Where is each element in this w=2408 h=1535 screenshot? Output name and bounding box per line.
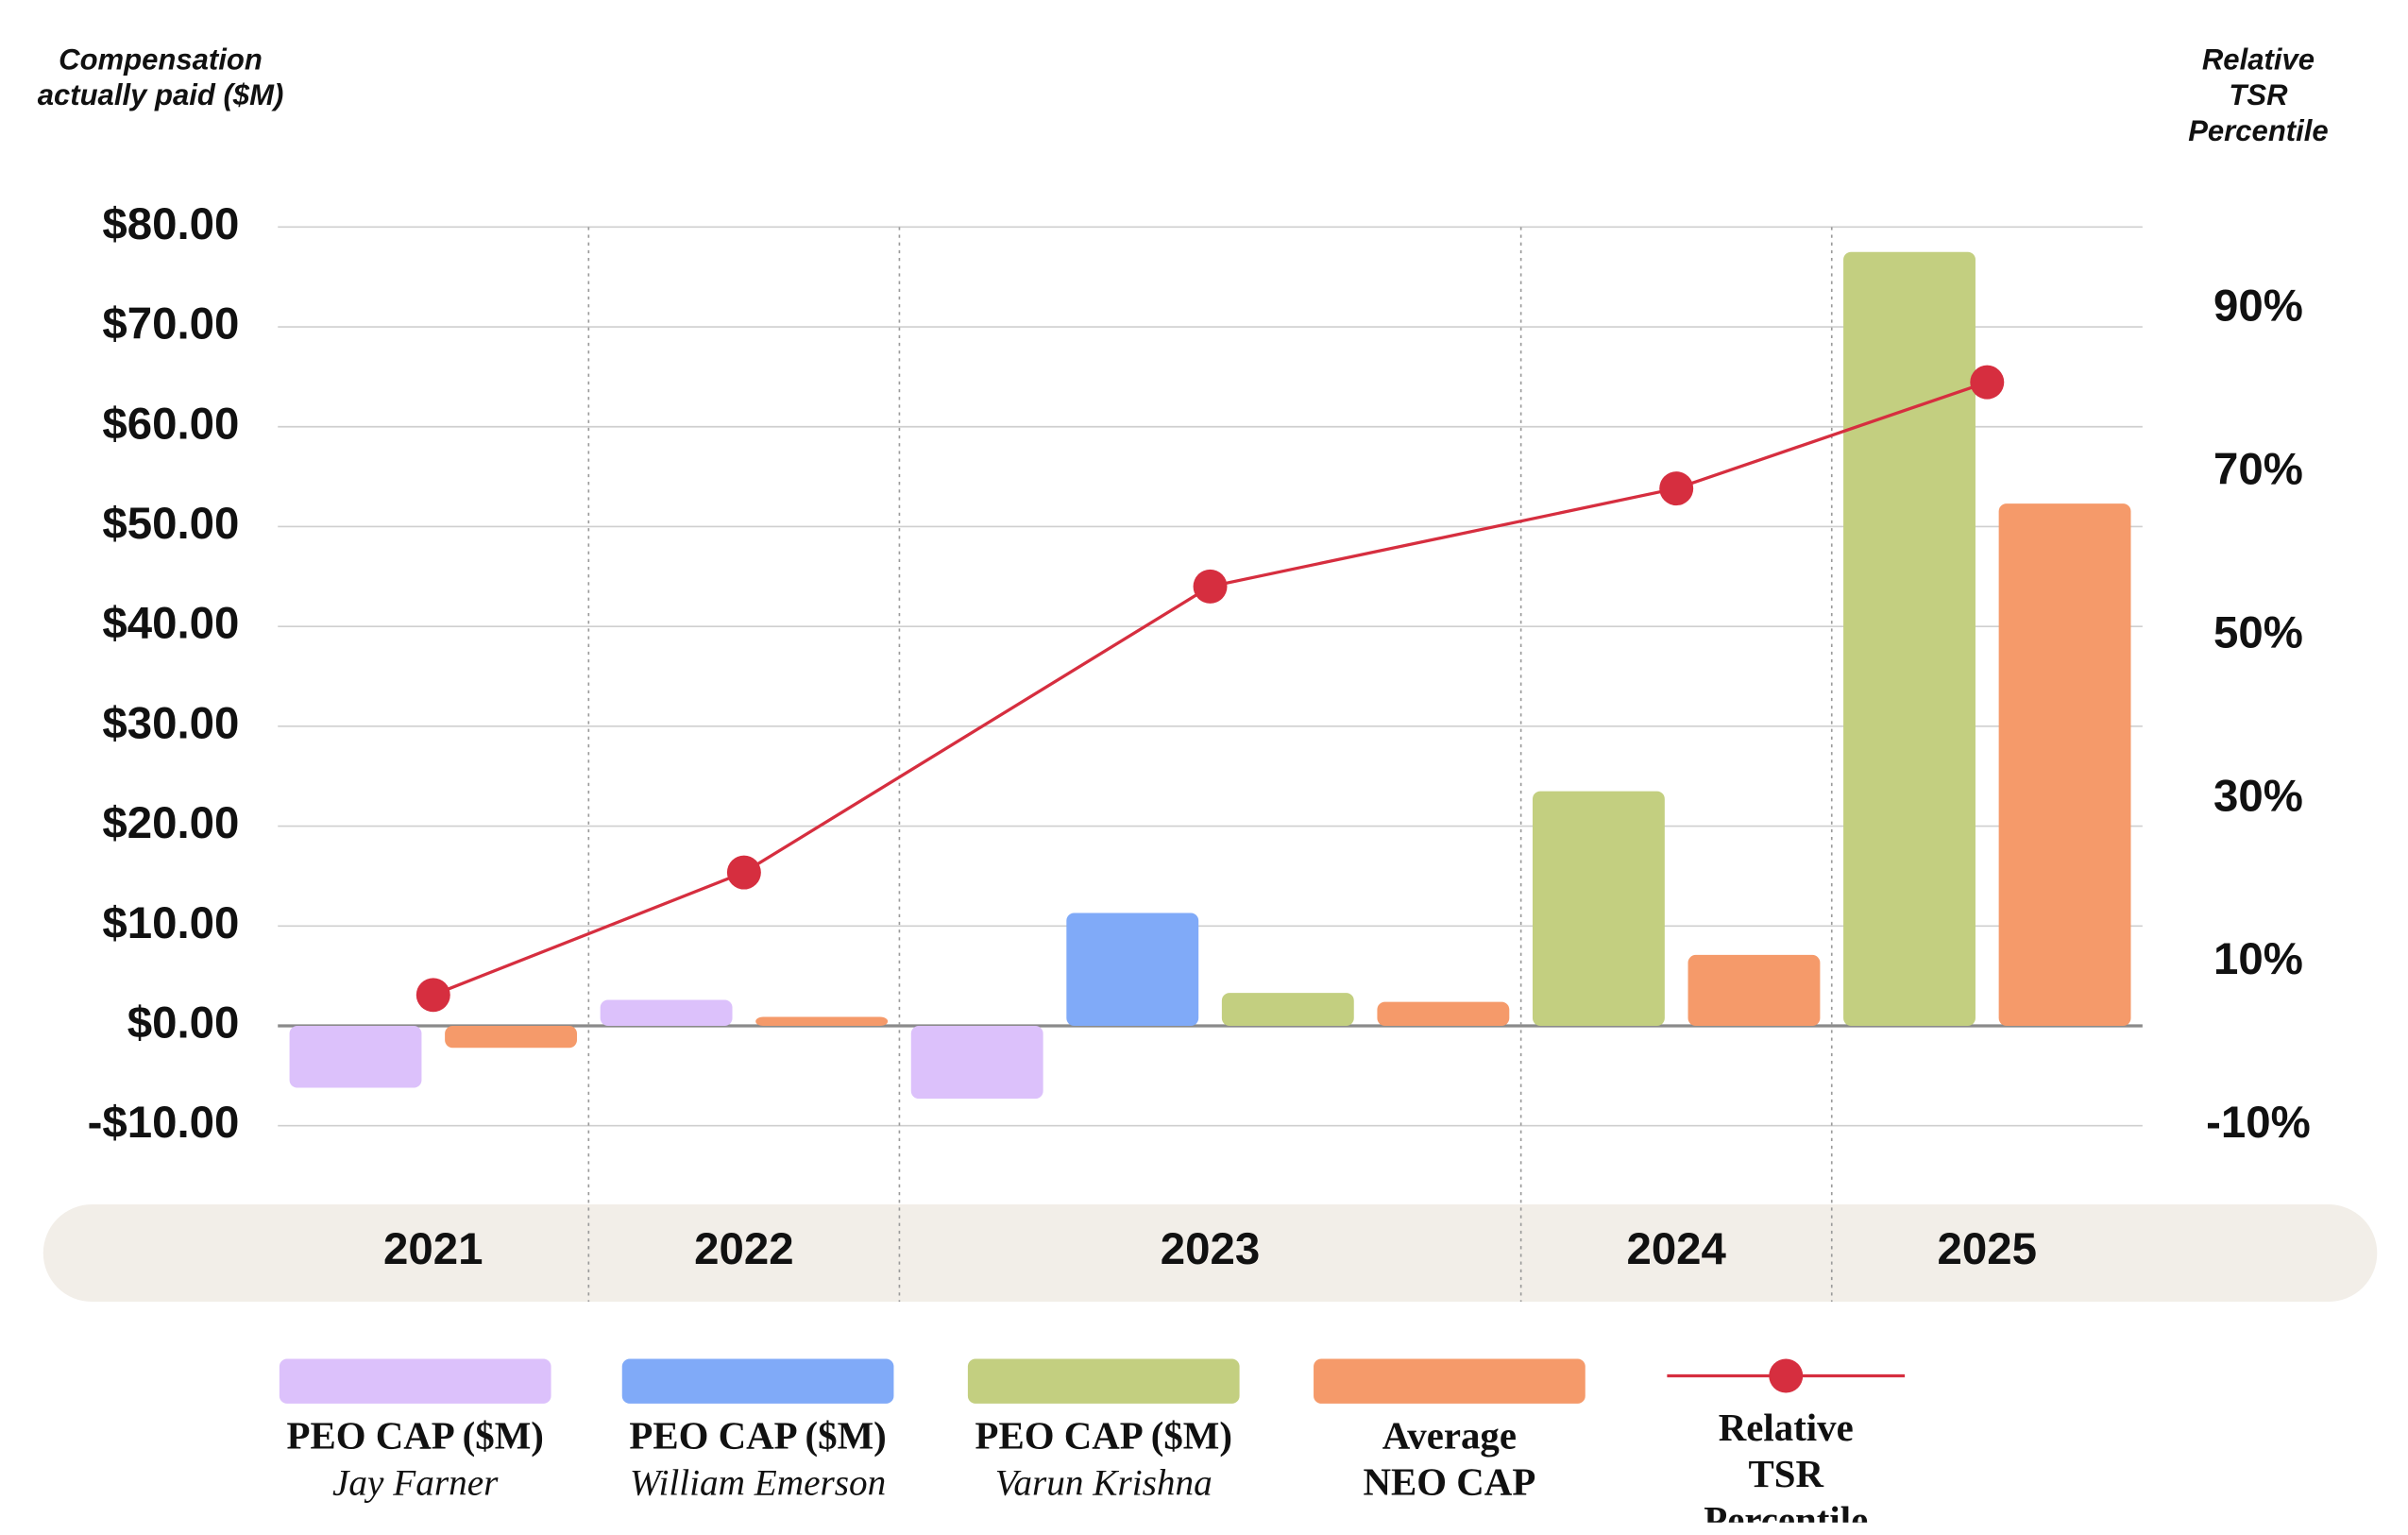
legend-item: Average NEO CAP [1303,1414,1597,1507]
tsr-line [432,381,1988,997]
legend-subtitle: William Emerson [629,1463,887,1505]
y2-tick-label: 30% [2213,771,2303,821]
legend-item: PEO CAP ($M) Varun Krishna [957,1414,1250,1507]
bar [1687,954,1821,1026]
legend-text-box: PEO CAP ($M) Varun Krishna [957,1414,1250,1507]
y-tick-label: $10.00 [102,898,239,948]
legend-name: PEO CAP ($M) [629,1415,887,1458]
bar [1532,791,1665,1026]
legend-swatch [1314,1358,1586,1404]
y-tick-label: $0.00 [127,998,240,1048]
legend-name: Average NEO CAP [1363,1415,1536,1505]
legend-text-box: Relative TSR Percentile [1639,1407,1933,1523]
bar [1066,912,1199,1026]
y-tick-label: $70.00 [102,299,239,350]
x-tick-label: 2025 [1938,1224,2037,1274]
legend-name: PEO CAP ($M) [975,1415,1232,1458]
legend-item: Relative TSR Percentile [1639,1407,1933,1523]
bar [755,1016,889,1026]
tsr-point [415,978,450,1013]
bar [1221,993,1354,1026]
legend-name: Relative TSR Percentile [1704,1407,1869,1523]
y-axis-title: Compensation actually paid ($M) [37,44,284,113]
y2-axis-title-box: Relative TSR Percentile [2188,44,2329,148]
legend-text-box: PEO CAP ($M) Jay Farner [268,1414,562,1507]
tsr-point [1970,365,2005,400]
x-tick-label: 2021 [383,1224,483,1274]
legend-swatch [621,1358,894,1404]
legend-text-box: PEO CAP ($M) William Emerson [611,1414,905,1507]
bar [1998,503,2131,1026]
bar [1843,251,1976,1026]
year-band [42,1204,2378,1303]
legend-item: PEO CAP ($M) William Emerson [611,1414,905,1507]
bar [910,1025,1043,1100]
y-tick-label: $60.00 [102,399,239,449]
y2-tick-label: -10% [2206,1098,2311,1148]
y2-tick-label: 10% [2213,934,2303,984]
x-tick-label: 2023 [1161,1224,1260,1274]
y-tick-label: $30.00 [102,698,239,748]
y-tick-label: $40.00 [102,599,239,649]
y-tick-label: -$10.00 [88,1098,240,1148]
y-tick-label: $50.00 [102,499,239,549]
legend-subtitle: Jay Farner [332,1463,499,1505]
tsr-point [1659,471,1694,506]
y-tick-label: $80.00 [102,199,239,249]
bar [1377,1001,1510,1026]
bar [289,1025,422,1088]
legend-text-box: Average NEO CAP [1303,1414,1597,1507]
x-tick-label: 2024 [1626,1224,1726,1274]
bar [445,1025,577,1049]
y2-tick-label: 50% [2213,607,2303,657]
bar [600,999,733,1026]
y2-tick-label: 90% [2213,281,2303,331]
legend-name: PEO CAP ($M) [286,1415,544,1458]
legend-subtitle: Varun Krishna [994,1463,1212,1505]
y2-axis-title: Relative TSR Percentile [2188,44,2329,148]
y-axis-title-box: Compensation actually paid ($M) [37,44,284,113]
legend-swatch [967,1358,1240,1404]
tsr-point [1193,569,1228,604]
x-tick-label: 2022 [694,1224,793,1274]
tsr-point [726,855,761,890]
y-tick-label: $20.00 [102,798,239,848]
y2-tick-label: 70% [2213,444,2303,494]
legend-item: PEO CAP ($M) Jay Farner [268,1414,562,1507]
legend-marker [1769,1358,1804,1393]
legend-swatch [279,1358,551,1404]
